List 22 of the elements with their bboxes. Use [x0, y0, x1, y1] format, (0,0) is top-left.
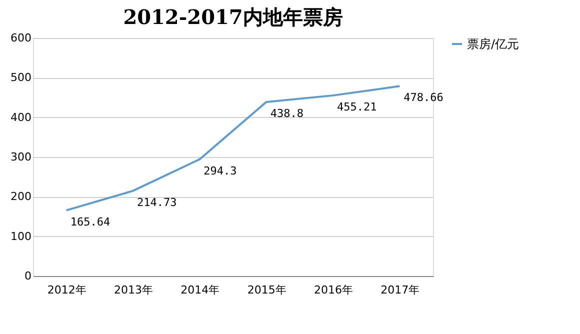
- x-tick-label: 2016年: [314, 284, 353, 296]
- x-tick-label: 2013年: [114, 284, 153, 296]
- data-label: 478.66: [404, 91, 444, 104]
- chart-title: 2012-2017内地年票房: [123, 5, 343, 29]
- x-tick-label: 2015年: [247, 284, 286, 296]
- data-label: 438.8: [270, 106, 304, 120]
- x-tick-label: 2017年: [380, 284, 420, 296]
- legend-label: 票房/亿元: [467, 37, 520, 51]
- y-tick-label: 400: [10, 110, 32, 124]
- data-label: 214.73: [137, 196, 177, 209]
- y-tick-label: 300: [10, 150, 32, 164]
- data-label: 165.64: [70, 215, 110, 228]
- y-tick-label: 500: [10, 71, 32, 84]
- x-tick-label: 2014年: [180, 284, 220, 296]
- y-tick-label: 200: [10, 190, 32, 204]
- data-label: 294.3: [204, 164, 237, 178]
- y-tick-label: 0: [24, 270, 32, 282]
- line-series: [65, 85, 401, 212]
- y-tick-label: 600: [10, 32, 32, 44]
- x-tick-label: 2012年: [47, 284, 86, 296]
- y-tick-label: 100: [10, 230, 32, 243]
- data-label: 455.21: [337, 100, 377, 114]
